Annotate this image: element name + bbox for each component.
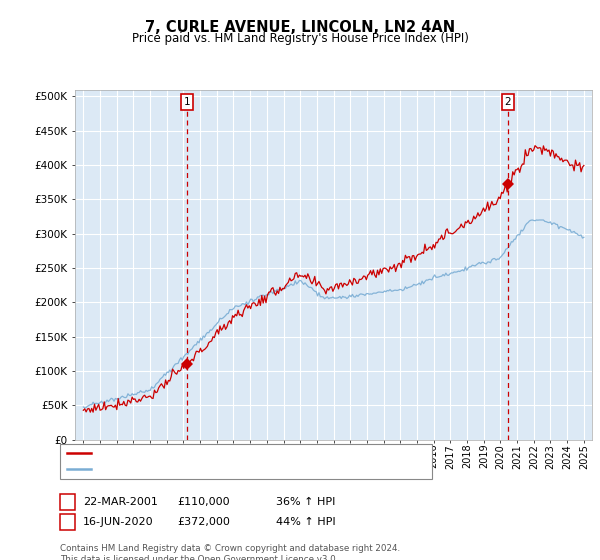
Text: 1: 1: [184, 97, 191, 107]
Text: £110,000: £110,000: [177, 497, 230, 507]
Text: HPI: Average price, detached house, Lincoln: HPI: Average price, detached house, Linc…: [94, 464, 324, 474]
Text: 2: 2: [505, 97, 511, 107]
Text: 2: 2: [64, 517, 71, 527]
Text: 44% ↑ HPI: 44% ↑ HPI: [276, 517, 335, 527]
Text: 7, CURLE AVENUE, LINCOLN, LN2 4AN: 7, CURLE AVENUE, LINCOLN, LN2 4AN: [145, 20, 455, 35]
Text: Price paid vs. HM Land Registry's House Price Index (HPI): Price paid vs. HM Land Registry's House …: [131, 32, 469, 45]
Text: Contains HM Land Registry data © Crown copyright and database right 2024.
This d: Contains HM Land Registry data © Crown c…: [60, 544, 400, 560]
Text: 16-JUN-2020: 16-JUN-2020: [83, 517, 154, 527]
Text: 22-MAR-2001: 22-MAR-2001: [83, 497, 158, 507]
Text: £372,000: £372,000: [177, 517, 230, 527]
Text: 36% ↑ HPI: 36% ↑ HPI: [276, 497, 335, 507]
Text: 7, CURLE AVENUE, LINCOLN, LN2 4AN (detached house): 7, CURLE AVENUE, LINCOLN, LN2 4AN (detac…: [94, 449, 385, 459]
Text: 1: 1: [64, 497, 71, 507]
